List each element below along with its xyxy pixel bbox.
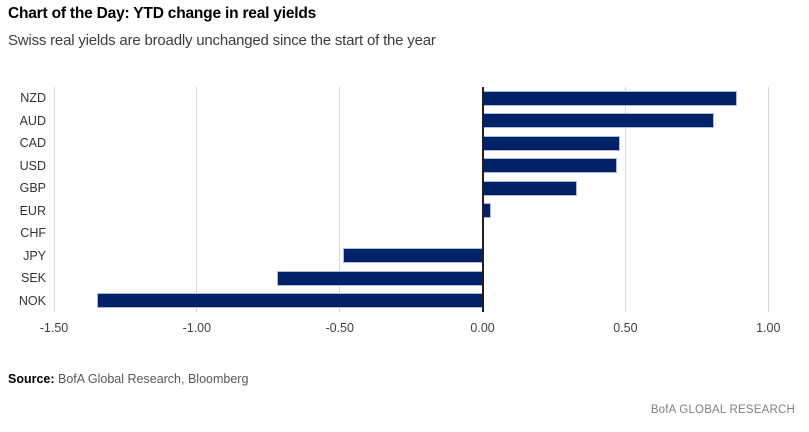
y-label-nok: NOK [18,293,46,308]
bar-nok [96,293,483,309]
x-axis-labels: -1.50 -1.00 -0.50 0.00 0.50 1.00 [0,321,809,337]
bar-chart: NZD AUD CAD USD GBP EUR CHF JPY SEK NOK -1.50 -1.0… [0,87,809,337]
bar-nzd [482,90,737,106]
source-text: BofA Global Research, Bloomberg [54,372,249,386]
chart-subtitle: Swiss real yields are broadly unchanged … [8,32,436,49]
y-label-chf: CHF [20,226,46,240]
gridline [196,87,198,312]
bar-aud [482,113,714,129]
bar-gbp [482,180,577,196]
source-label: Source: [8,372,55,386]
bar-usd [482,158,617,174]
gridline [339,87,341,312]
bar-sek [276,270,483,286]
bar-jpy [342,248,483,264]
y-label-sek: SEK [20,271,46,285]
bar-eur [482,203,492,219]
y-label-jpy: JPY [23,248,46,263]
chart-title: Chart of the Day: YTD change in real yie… [8,5,317,22]
plot-area [53,87,794,312]
source-line: Source: BofA Global Research, Bloomberg [8,372,248,386]
y-axis-labels: NZD AUD CAD USD GBP EUR CHF JPY SEK NOK [0,87,46,312]
brand-label: BofA GLOBAL RESEARCH [650,404,795,416]
x-tick-label: -1.50 [39,321,69,335]
bar-cad [482,135,620,151]
y-label-eur: EUR [19,203,46,218]
y-label-usd: USD [19,158,46,173]
gridline [624,87,626,312]
x-tick-label: -1.00 [182,321,212,335]
y-label-aud: AUD [19,113,46,128]
x-tick-label: -0.50 [325,321,354,335]
x-tick-label: 1.00 [756,321,781,335]
gridline [53,87,55,312]
y-label-cad: CAD [19,136,46,150]
y-label-gbp: GBP [19,181,46,195]
zero-axis [481,87,484,312]
x-tick-label: 0.00 [470,321,495,335]
gridline [767,87,769,312]
x-tick-label: 0.50 [613,321,638,335]
y-label-nzd: NZD [20,91,46,105]
